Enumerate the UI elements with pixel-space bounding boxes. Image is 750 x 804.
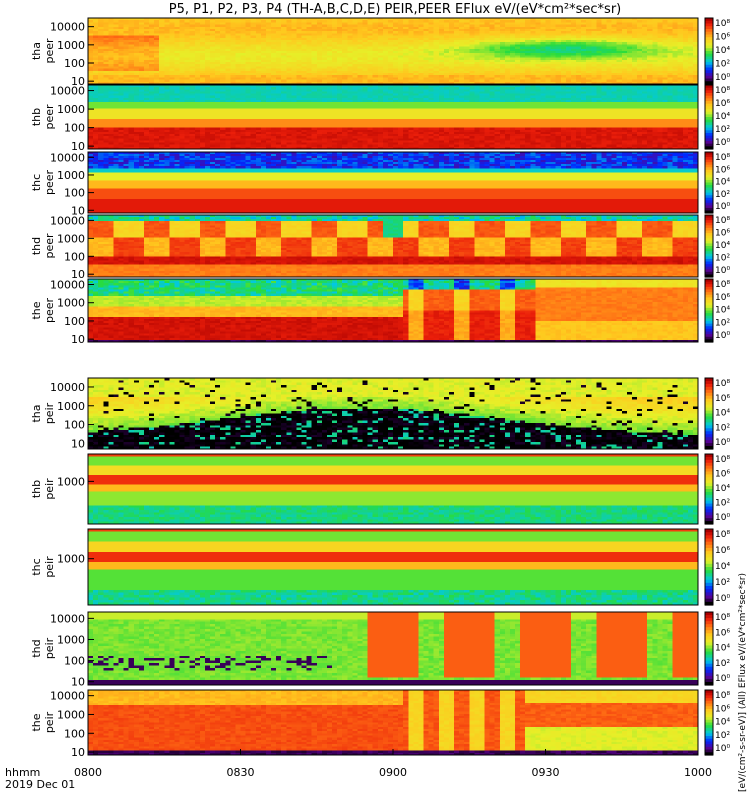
chart-title: P5, P1, P2, P3, P4 (TH-A,B,C,D,E) PEIR,P… [169,2,622,17]
spectrogram-svg: P5, P1, P2, P3, P4 (TH-A,B,C,D,E) PEIR,P… [0,0,750,800]
chart-figure: P5, P1, P2, P3, P4 (TH-A,B,C,D,E) PEIR,P… [0,0,750,800]
heatmap-cells-tha_peer [88,18,699,85]
